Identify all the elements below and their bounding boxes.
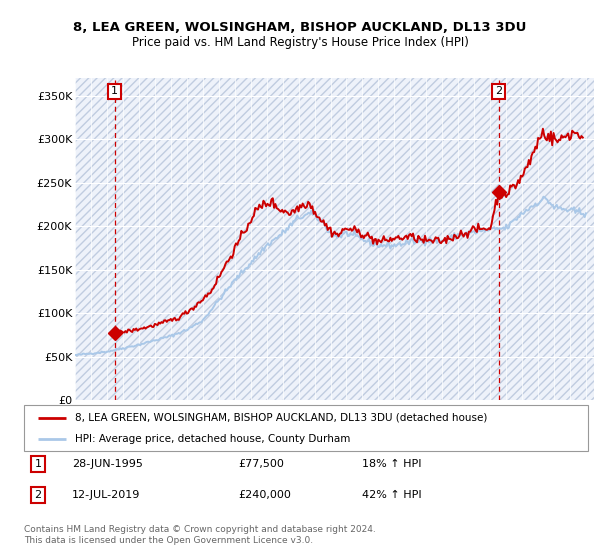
FancyBboxPatch shape <box>24 405 588 451</box>
Text: HPI: Average price, detached house, County Durham: HPI: Average price, detached house, Coun… <box>75 435 350 444</box>
Text: 2: 2 <box>35 490 41 500</box>
Text: 18% ↑ HPI: 18% ↑ HPI <box>362 459 422 469</box>
Text: 8, LEA GREEN, WOLSINGHAM, BISHOP AUCKLAND, DL13 3DU (detached house): 8, LEA GREEN, WOLSINGHAM, BISHOP AUCKLAN… <box>75 413 487 423</box>
Text: 8, LEA GREEN, WOLSINGHAM, BISHOP AUCKLAND, DL13 3DU: 8, LEA GREEN, WOLSINGHAM, BISHOP AUCKLAN… <box>73 21 527 34</box>
Text: Contains HM Land Registry data © Crown copyright and database right 2024.
This d: Contains HM Land Registry data © Crown c… <box>24 525 376 545</box>
Text: 12-JUL-2019: 12-JUL-2019 <box>72 490 140 500</box>
Text: Price paid vs. HM Land Registry's House Price Index (HPI): Price paid vs. HM Land Registry's House … <box>131 36 469 49</box>
Text: 1: 1 <box>111 86 118 96</box>
Text: 28-JUN-1995: 28-JUN-1995 <box>72 459 143 469</box>
Text: £77,500: £77,500 <box>238 459 284 469</box>
Text: 1: 1 <box>35 459 41 469</box>
Text: £240,000: £240,000 <box>238 490 291 500</box>
Text: 42% ↑ HPI: 42% ↑ HPI <box>362 490 422 500</box>
Text: 2: 2 <box>495 86 502 96</box>
